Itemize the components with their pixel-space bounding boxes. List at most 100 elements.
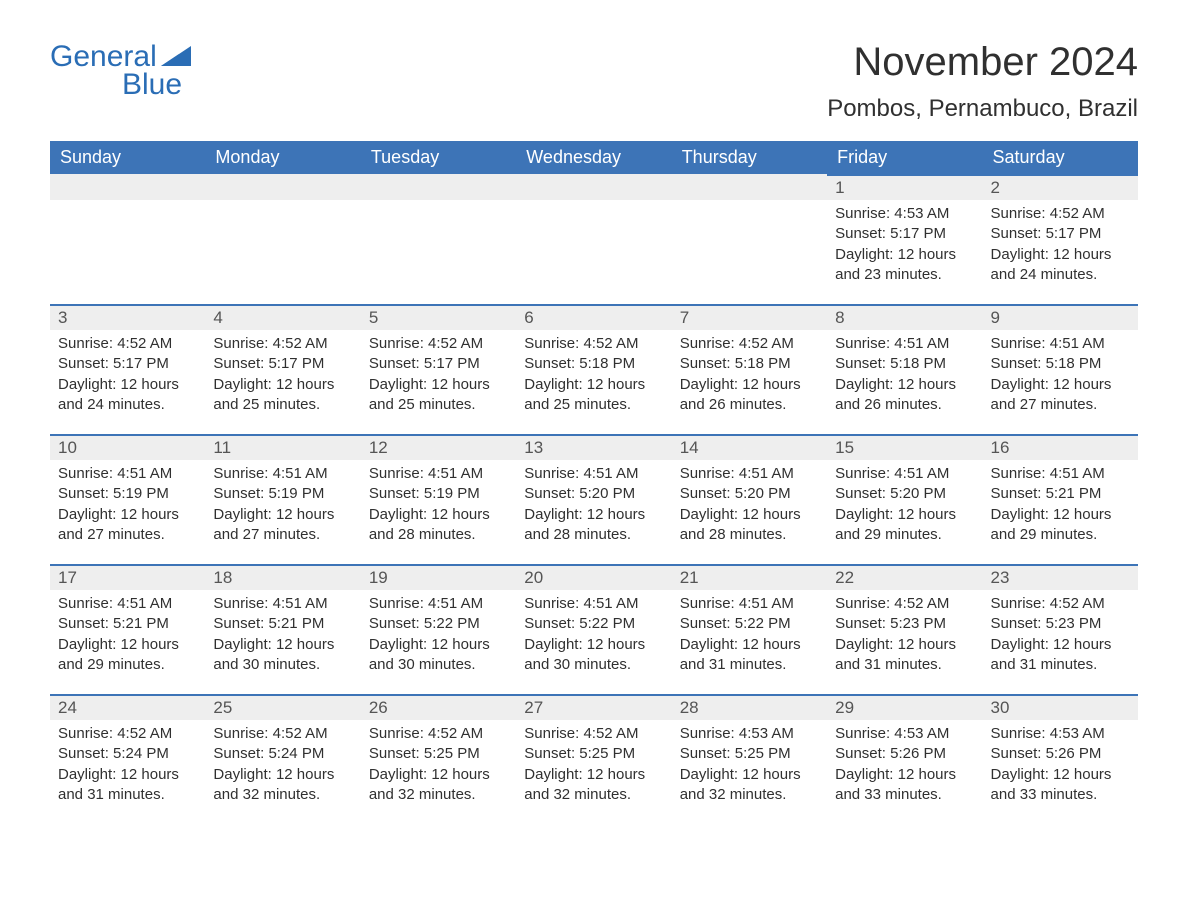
day-number-empty [672,174,827,200]
sunset-line: Sunset: 5:17 PM [835,224,974,244]
sunrise-line: Sunrise: 4:53 AM [835,204,974,224]
sunrise-line: Sunrise: 4:51 AM [835,334,974,354]
weekday-header: Thursday [672,141,827,174]
sunrise-line: Sunrise: 4:53 AM [835,724,974,744]
day-body: Sunrise: 4:52 AMSunset: 5:17 PMDaylight:… [205,330,360,419]
day-number: 5 [361,304,516,330]
daylight-line: Daylight: 12 hours and 23 minutes. [835,245,974,286]
daylight-line: Daylight: 12 hours and 25 minutes. [369,375,508,416]
sunrise-line: Sunrise: 4:51 AM [524,464,663,484]
day-number: 16 [983,434,1138,460]
day-body: Sunrise: 4:51 AMSunset: 5:21 PMDaylight:… [205,590,360,679]
sunset-line: Sunset: 5:19 PM [213,484,352,504]
day-body: Sunrise: 4:51 AMSunset: 5:20 PMDaylight:… [516,460,671,549]
daylight-line: Daylight: 12 hours and 28 minutes. [369,505,508,546]
day-body: Sunrise: 4:52 AMSunset: 5:23 PMDaylight:… [827,590,982,679]
daylight-line: Daylight: 12 hours and 25 minutes. [213,375,352,416]
sunrise-line: Sunrise: 4:52 AM [835,594,974,614]
calendar-table: SundayMondayTuesdayWednesdayThursdayFrid… [50,141,1138,824]
calendar-day-cell: 20Sunrise: 4:51 AMSunset: 5:22 PMDayligh… [516,564,671,694]
daylight-line: Daylight: 12 hours and 30 minutes. [213,635,352,676]
day-body: Sunrise: 4:51 AMSunset: 5:22 PMDaylight:… [361,590,516,679]
calendar-week-row: 1 Sunrise: 4:53 AMSunset: 5:17 PMDaylight… [50,174,1138,304]
day-number: 25 [205,694,360,720]
day-body: Sunrise: 4:52 AMSunset: 5:17 PMDaylight:… [361,330,516,419]
day-body: Sunrise: 4:51 AMSunset: 5:19 PMDaylight:… [50,460,205,549]
calendar-day-cell: 5Sunrise: 4:52 AMSunset: 5:17 PMDaylight… [361,304,516,434]
day-body: Sunrise: 4:51 AMSunset: 5:20 PMDaylight:… [827,460,982,549]
sunrise-line: Sunrise: 4:51 AM [369,464,508,484]
sunset-line: Sunset: 5:19 PM [58,484,197,504]
day-body: Sunrise: 4:52 AMSunset: 5:24 PMDaylight:… [205,720,360,809]
sunset-line: Sunset: 5:22 PM [680,614,819,634]
daylight-line: Daylight: 12 hours and 31 minutes. [991,635,1130,676]
sunset-line: Sunset: 5:18 PM [524,354,663,374]
sunset-line: Sunset: 5:23 PM [835,614,974,634]
day-number: 1 [827,174,982,200]
sunset-line: Sunset: 5:20 PM [524,484,663,504]
weekday-header: Saturday [983,141,1138,174]
weekday-header: Monday [205,141,360,174]
sunrise-line: Sunrise: 4:52 AM [213,724,352,744]
day-body: Sunrise: 4:52 AMSunset: 5:23 PMDaylight:… [983,590,1138,679]
day-number: 11 [205,434,360,460]
daylight-line: Daylight: 12 hours and 27 minutes. [58,505,197,546]
calendar-day-cell: 2Sunrise: 4:52 AMSunset: 5:17 PMDaylight… [983,174,1138,304]
day-body: Sunrise: 4:53 AMSunset: 5:26 PMDaylight:… [827,720,982,809]
day-number: 28 [672,694,827,720]
day-number: 6 [516,304,671,330]
calendar-day-cell: 15Sunrise: 4:51 AMSunset: 5:20 PMDayligh… [827,434,982,564]
calendar-day-cell: 8Sunrise: 4:51 AMSunset: 5:18 PMDaylight… [827,304,982,434]
calendar-day-cell: 19Sunrise: 4:51 AMSunset: 5:22 PMDayligh… [361,564,516,694]
daylight-line: Daylight: 12 hours and 31 minutes. [680,635,819,676]
daylight-line: Daylight: 12 hours and 29 minutes. [991,505,1130,546]
header: General Blue November 2024 Pombos, Perna… [50,40,1138,133]
day-number: 18 [205,564,360,590]
sunset-line: Sunset: 5:20 PM [835,484,974,504]
day-number: 21 [672,564,827,590]
daylight-line: Daylight: 12 hours and 27 minutes. [991,375,1130,416]
sunrise-line: Sunrise: 4:51 AM [369,594,508,614]
day-number: 17 [50,564,205,590]
daylight-line: Daylight: 12 hours and 25 minutes. [524,375,663,416]
day-body: Sunrise: 4:51 AMSunset: 5:21 PMDaylight:… [983,460,1138,549]
calendar-day-cell: 29Sunrise: 4:53 AMSunset: 5:26 PMDayligh… [827,694,982,824]
daylight-line: Daylight: 12 hours and 24 minutes. [58,375,197,416]
day-body: Sunrise: 4:51 AMSunset: 5:19 PMDaylight:… [361,460,516,549]
calendar-day-cell: 30Sunrise: 4:53 AMSunset: 5:26 PMDayligh… [983,694,1138,824]
day-number: 19 [361,564,516,590]
sunrise-line: Sunrise: 4:51 AM [213,594,352,614]
calendar-day-cell: 27Sunrise: 4:52 AMSunset: 5:25 PMDayligh… [516,694,671,824]
sunset-line: Sunset: 5:22 PM [524,614,663,634]
daylight-line: Daylight: 12 hours and 30 minutes. [369,635,508,676]
logo-word2: Blue [122,68,191,102]
sunrise-line: Sunrise: 4:52 AM [524,724,663,744]
sunrise-line: Sunrise: 4:51 AM [58,464,197,484]
calendar-week-row: 17Sunrise: 4:51 AMSunset: 5:21 PMDayligh… [50,564,1138,694]
day-number: 2 [983,174,1138,200]
daylight-line: Daylight: 12 hours and 29 minutes. [835,505,974,546]
daylight-line: Daylight: 12 hours and 31 minutes. [58,765,197,806]
sunrise-line: Sunrise: 4:52 AM [369,334,508,354]
sunset-line: Sunset: 5:18 PM [680,354,819,374]
calendar-day-cell: 26Sunrise: 4:52 AMSunset: 5:25 PMDayligh… [361,694,516,824]
sunrise-line: Sunrise: 4:52 AM [991,594,1130,614]
day-number: 14 [672,434,827,460]
day-body: Sunrise: 4:52 AMSunset: 5:25 PMDaylight:… [361,720,516,809]
day-number: 10 [50,434,205,460]
calendar-day-cell [205,174,360,304]
sunset-line: Sunset: 5:21 PM [58,614,197,634]
day-body: Sunrise: 4:51 AMSunset: 5:21 PMDaylight:… [50,590,205,679]
day-body: Sunrise: 4:51 AMSunset: 5:18 PMDaylight:… [983,330,1138,419]
day-body: Sunrise: 4:53 AMSunset: 5:26 PMDaylight:… [983,720,1138,809]
sunset-line: Sunset: 5:25 PM [680,744,819,764]
day-body: Sunrise: 4:52 AMSunset: 5:24 PMDaylight:… [50,720,205,809]
sunset-line: Sunset: 5:18 PM [991,354,1130,374]
daylight-line: Daylight: 12 hours and 32 minutes. [369,765,508,806]
day-number: 22 [827,564,982,590]
sunrise-line: Sunrise: 4:51 AM [835,464,974,484]
calendar-day-cell: 23Sunrise: 4:52 AMSunset: 5:23 PMDayligh… [983,564,1138,694]
daylight-line: Daylight: 12 hours and 29 minutes. [58,635,197,676]
day-body: Sunrise: 4:51 AMSunset: 5:22 PMDaylight:… [672,590,827,679]
sunrise-line: Sunrise: 4:52 AM [991,204,1130,224]
